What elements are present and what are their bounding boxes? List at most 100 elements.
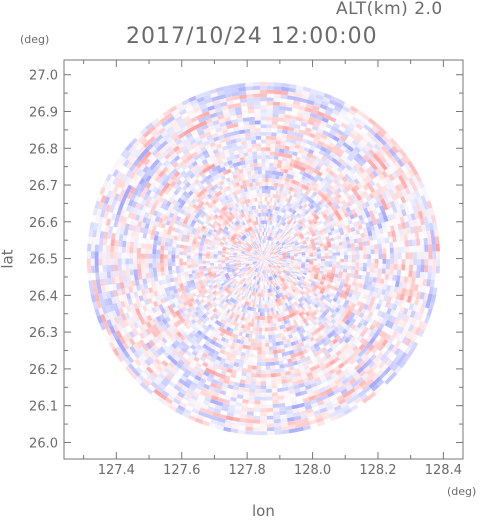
radar-cell xyxy=(201,294,206,299)
radar-cell xyxy=(252,209,255,214)
radar-cell xyxy=(257,260,261,264)
radar-cell xyxy=(279,239,284,243)
radar-cell xyxy=(246,186,251,192)
radar-cell xyxy=(255,257,260,259)
radar-cell xyxy=(303,269,309,273)
radar-cell xyxy=(243,356,249,362)
radar-cell xyxy=(309,194,316,200)
radar-cell xyxy=(218,291,223,297)
radar-cell xyxy=(268,236,271,241)
radar-cell xyxy=(182,251,187,256)
radar-cell xyxy=(263,258,267,261)
radar-cell xyxy=(259,292,262,297)
radar-cell xyxy=(274,261,279,264)
radar-cell xyxy=(286,261,291,264)
radar-cell xyxy=(265,261,269,265)
radar-cell xyxy=(270,143,276,148)
radar-cell xyxy=(297,261,302,264)
radar-cell xyxy=(206,248,211,252)
radar-cell xyxy=(264,266,267,270)
radar-cell xyxy=(278,219,282,224)
radar-cell xyxy=(296,218,302,224)
radar-cell xyxy=(255,257,260,258)
radar-cell xyxy=(377,273,382,279)
radar-cell xyxy=(224,287,229,292)
radar-cell xyxy=(269,272,272,277)
radar-cell xyxy=(303,352,310,358)
radar-cell xyxy=(146,277,151,284)
radar-cell xyxy=(234,153,241,159)
radar-cell xyxy=(212,148,220,155)
radar-cell xyxy=(278,254,283,257)
radar-cell xyxy=(296,212,301,218)
radar-cell xyxy=(244,254,249,256)
radar-cell xyxy=(227,222,232,227)
radar-cell xyxy=(164,245,169,251)
radar-cell xyxy=(261,262,263,267)
radar-cell xyxy=(236,173,242,179)
radar-cell xyxy=(147,212,153,220)
radar-cell xyxy=(278,252,282,255)
radar-cell xyxy=(265,266,267,270)
radar-cell xyxy=(257,253,261,256)
radar-cell xyxy=(246,167,251,172)
radar-cell xyxy=(341,237,347,243)
radar-cell xyxy=(163,249,168,255)
radar-cell xyxy=(287,309,292,315)
radar-cell xyxy=(235,157,242,163)
radar-cell xyxy=(232,241,237,245)
radar-cell xyxy=(298,161,305,167)
radar-cell xyxy=(331,267,336,271)
radar-cell xyxy=(272,217,275,222)
radar-cell xyxy=(238,248,243,251)
radar-cell xyxy=(250,226,253,231)
radar-cell xyxy=(266,201,270,206)
radar-cell xyxy=(276,325,281,331)
radar-cell xyxy=(296,208,301,213)
radar-cell xyxy=(148,267,153,273)
radar-cell xyxy=(268,268,272,273)
radar-cell xyxy=(260,231,263,236)
radar-cell xyxy=(301,373,308,380)
radar-cell xyxy=(214,286,219,291)
radar-cell xyxy=(198,263,203,267)
radar-cell xyxy=(267,244,269,248)
radar-cell xyxy=(287,292,292,297)
radar-cell xyxy=(283,281,287,286)
radar-cell xyxy=(201,225,207,230)
radar-cell xyxy=(228,279,233,284)
radar-cell xyxy=(238,180,244,186)
radar-cell xyxy=(259,257,264,259)
radar-cell xyxy=(370,249,375,255)
radar-cell xyxy=(266,308,270,313)
radar-cell xyxy=(273,279,276,283)
radar-cell xyxy=(237,241,242,245)
radar-cell xyxy=(258,243,261,248)
radar-cell xyxy=(258,261,262,265)
radar-cell xyxy=(282,303,287,309)
radar-cell xyxy=(274,254,279,256)
radar-cell xyxy=(317,260,321,264)
radar-cell xyxy=(286,173,292,179)
radar-cell xyxy=(273,269,277,273)
radar-cell xyxy=(245,263,249,265)
radar-cell xyxy=(253,284,257,289)
radar-cell xyxy=(250,250,254,253)
radar-cell xyxy=(250,222,253,227)
radar-cell xyxy=(294,257,299,259)
radar-cell xyxy=(248,222,252,227)
radar-cell xyxy=(275,341,280,346)
radar-cell xyxy=(378,263,383,269)
radar-cell xyxy=(278,297,282,302)
radar-cell xyxy=(251,174,256,179)
radar-cell xyxy=(256,362,262,367)
radar-cell xyxy=(171,226,177,232)
radar-cell xyxy=(232,213,237,218)
radar-cell xyxy=(264,296,267,301)
radar-cell xyxy=(209,292,214,297)
radar-cell xyxy=(141,237,147,244)
radar-cell xyxy=(220,212,226,218)
radar-cell xyxy=(350,243,355,248)
radar-cell xyxy=(275,272,279,277)
radar-cell xyxy=(246,285,250,290)
